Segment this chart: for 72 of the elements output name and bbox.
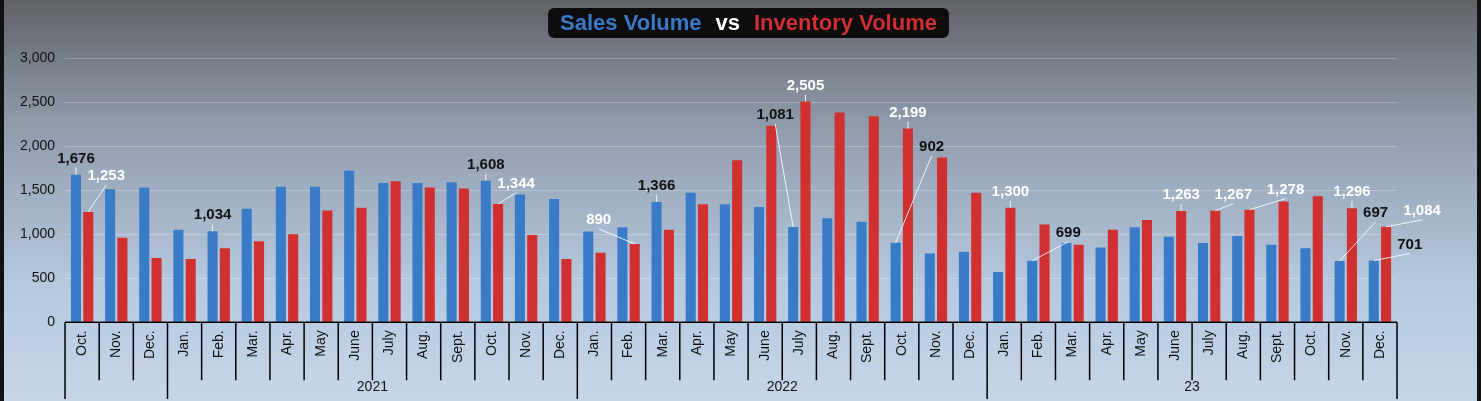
data-label: 697 (1363, 202, 1389, 220)
text: Sales Volume (560, 10, 702, 35)
x-tick-label: July (790, 330, 807, 356)
x-tick-label: Feb. (1029, 330, 1046, 359)
data-label: 1,676 (57, 148, 95, 166)
y-tick-label: 0 (47, 313, 56, 330)
x-tick-label: Mar. (653, 330, 670, 358)
text: 2021 (356, 378, 389, 394)
x-tick-label: Sept. (448, 330, 465, 364)
x-tick-label: May (312, 330, 329, 357)
x-tick-label: May (721, 330, 738, 357)
x-tick-label: Oct. (482, 330, 499, 356)
x-tick-label: Feb. (619, 330, 636, 359)
x-tick-label: Dec. (1370, 330, 1387, 360)
data-label: 2,199 (889, 102, 927, 120)
data-label: 1,267 (1214, 184, 1253, 202)
data-label: 699 (1055, 222, 1081, 240)
data-label: 2,505 (786, 75, 825, 93)
x-tick-label: Mar. (1063, 330, 1080, 358)
y-tick-label: 3,000 (19, 48, 56, 65)
data-label: 890 (586, 209, 612, 227)
x-tick-label: June (756, 330, 773, 361)
x-tick-label: Nov. (926, 330, 943, 359)
y-tick-label: 1,000 (19, 225, 56, 242)
x-tick-label: July (1200, 330, 1217, 356)
data-label: 1,253 (87, 165, 126, 183)
x-tick-label: Aug. (824, 330, 841, 360)
x-tick-label: Dec. (141, 330, 158, 360)
x-tick-label: Jan. (995, 330, 1012, 357)
x-tick-label: July (380, 330, 397, 356)
data-label: 1,278 (1266, 179, 1305, 197)
x-tick-label: Oct. (892, 330, 909, 356)
x-tick-label: Nov. (516, 330, 533, 359)
data-label: 1,296 (1333, 182, 1371, 200)
x-tick-label: June (1165, 330, 1182, 361)
x-tick-label: Oct. (1302, 330, 1319, 356)
x-tick-label: Apr. (1097, 330, 1114, 356)
text: 2022 (766, 378, 799, 394)
data-label: 1,081 (756, 105, 794, 123)
data-label: 1,608 (467, 154, 505, 172)
data-label: 1,263 (1162, 185, 1200, 203)
text: 23 (1184, 378, 1201, 394)
x-tick-label: June (346, 330, 363, 361)
x-tick-label: Jan. (585, 330, 602, 357)
data-label: 1,084 (1403, 200, 1442, 218)
chart-title: vs (715, 10, 740, 35)
data-label: 1,300 (991, 181, 1030, 199)
x-tick-label: Aug. (1234, 330, 1251, 360)
x-tick-label: Dec. (551, 330, 568, 360)
x-tick-label: Sept. (858, 330, 875, 364)
x-tick-label: Mar. (243, 330, 260, 358)
data-label: 902 (919, 136, 945, 154)
x-tick-label: Oct. (72, 330, 89, 356)
x-tick-label: Apr. (687, 330, 704, 356)
x-tick-label: Feb. (209, 330, 226, 359)
x-tick-label: Nov. (1336, 330, 1353, 359)
x-tick-label: Jan. (175, 330, 192, 357)
y-tick-label: 1,500 (19, 181, 56, 198)
data-label: 1,034 (193, 205, 232, 223)
y-tick-label: 500 (31, 269, 56, 286)
x-tick-label: Apr. (277, 330, 294, 356)
data-label: 701 (1397, 234, 1423, 252)
data-label: 1,366 (637, 175, 676, 193)
y-tick-label: 2,000 (19, 136, 56, 153)
y-tick-label: 2,500 (19, 92, 56, 109)
x-tick-label: Sept. (1268, 330, 1285, 364)
x-tick-label: Nov. (107, 330, 124, 359)
data-label: 1,344 (497, 173, 536, 191)
x-tick-label: Dec. (960, 330, 977, 360)
text: Inventory Volume (753, 10, 937, 35)
x-tick-label: May (1131, 330, 1148, 357)
x-tick-label: Aug. (414, 330, 431, 360)
